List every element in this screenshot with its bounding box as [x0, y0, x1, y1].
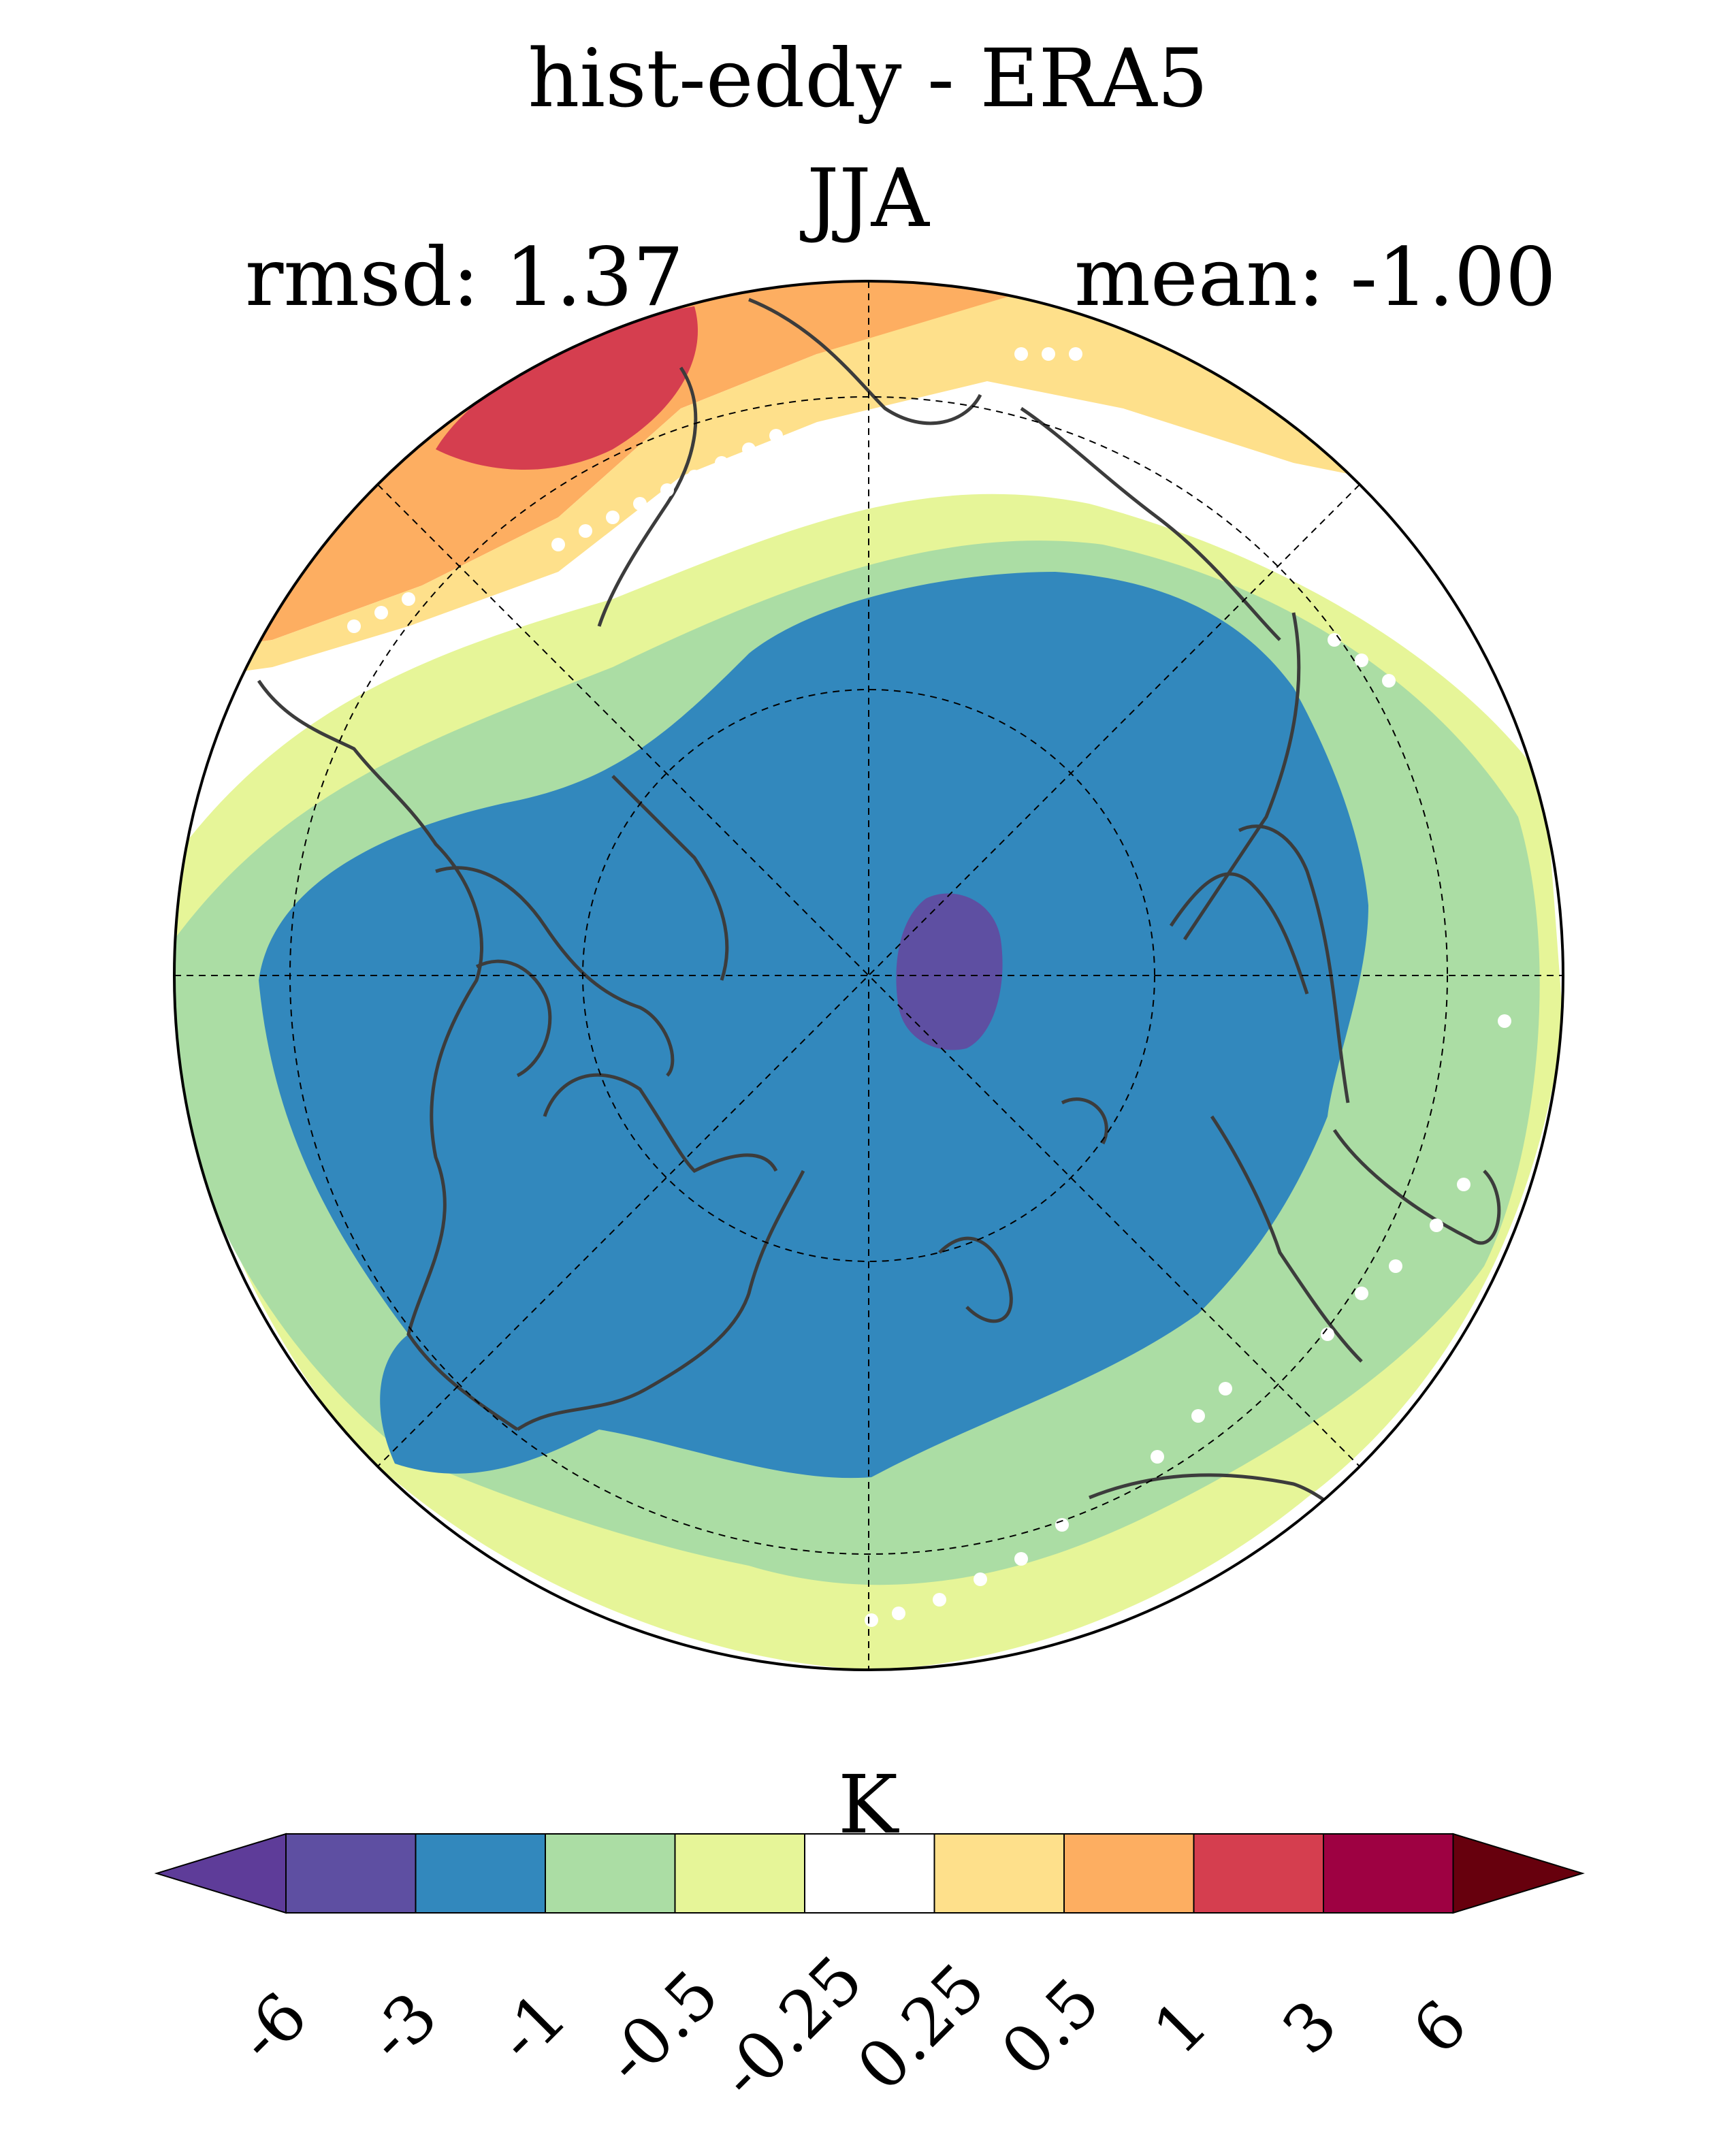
- contour-fill-1-3: [436, 306, 698, 470]
- coastlines: [257, 297, 1501, 1554]
- colorbar-box: [285, 1833, 417, 1914]
- contour-fill-neg1-neg0.5: [259, 572, 1368, 1479]
- colorbar-box: [415, 1833, 546, 1914]
- colorbar-extend-low: [154, 1833, 287, 1914]
- colorbar-box: [545, 1833, 676, 1914]
- colorbar-extend-high: [1452, 1833, 1585, 1914]
- polar-map: [173, 280, 1564, 1671]
- contour-fill-0.25-0.5: [174, 293, 1362, 681]
- graticule: [174, 281, 1563, 1670]
- contour-fill-neg3-neg1: [896, 893, 1003, 1050]
- map-boundary: [173, 280, 1564, 1671]
- colorbar-box: [804, 1833, 935, 1914]
- colorbar-unit-label: K: [837, 1758, 899, 1852]
- colorbar-box: [1193, 1833, 1324, 1914]
- colorbar-box: [674, 1833, 805, 1914]
- mean-label: mean: -1.00: [1074, 230, 1556, 324]
- colorbar-box: [1323, 1833, 1454, 1914]
- anomaly-field: [174, 281, 1563, 1670]
- plot-title: hist-eddy - ERA5: [528, 31, 1208, 125]
- colorbar-box: [1063, 1833, 1195, 1914]
- rmsd-label: rmsd: 1.37: [245, 230, 684, 324]
- colorbar-box: [933, 1833, 1065, 1914]
- significance-stippling: [347, 347, 1511, 1627]
- season-label: JJA: [807, 151, 929, 245]
